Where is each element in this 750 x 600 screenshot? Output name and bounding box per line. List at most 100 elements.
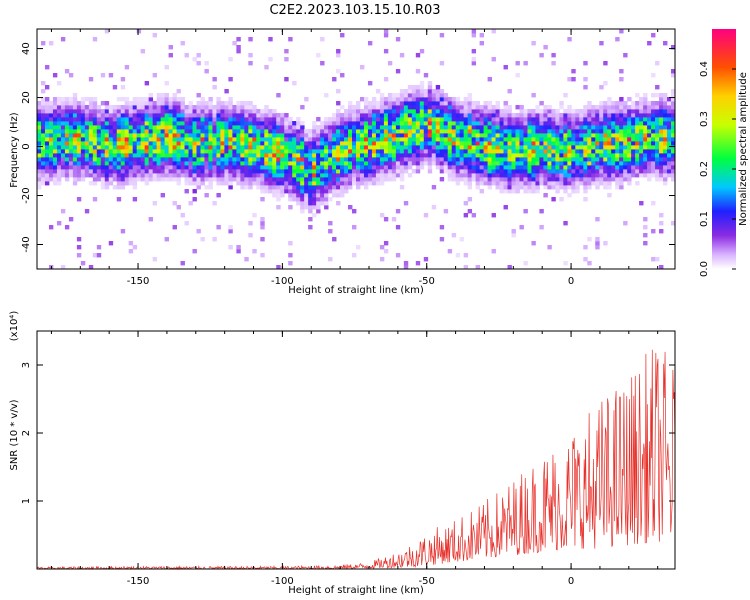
spectrogram-cell [60, 141, 66, 146]
spectrogram-cell [132, 153, 138, 158]
spectrogram-cell [280, 181, 285, 186]
spectrogram-cell [196, 109, 201, 114]
spectrogram-cell [523, 61, 528, 66]
spectrogram-cell [268, 121, 273, 126]
spectrogram-cell [615, 129, 620, 134]
spectrogram-cell [124, 133, 130, 138]
spectrogram-cell [72, 101, 78, 106]
spectrogram-cell [535, 137, 540, 142]
spectrogram-cell [395, 109, 401, 114]
spectrogram-cell [168, 101, 173, 106]
spectrogram-cell [188, 177, 193, 182]
spectrogram-cell [579, 177, 584, 182]
spectrogram-cell [144, 181, 150, 186]
spectrogram-cell [96, 161, 102, 166]
spectrogram-cell [467, 173, 473, 178]
spectrogram-cell [324, 137, 329, 142]
spectrogram-cell [479, 129, 484, 134]
spectrogram-cell [599, 149, 604, 154]
spectrogram-cell [383, 165, 389, 170]
spectrogram-cell [344, 177, 349, 182]
spectrogram-cell [487, 125, 492, 130]
spectrogram-cell [40, 145, 46, 150]
spectrogram-cell [196, 129, 201, 134]
spectrogram-cell [535, 173, 540, 178]
spectrogram-cell [367, 161, 373, 166]
spectrogram-cell [611, 173, 616, 178]
spectrogram-cell [304, 177, 309, 182]
spectrogram-cell [591, 153, 596, 158]
spectrogram-cell [292, 169, 297, 174]
spectrogram-cell [543, 45, 548, 50]
spectrogram-cell [304, 205, 309, 210]
spectrogram-cell [427, 109, 433, 114]
spectrogram-cell [459, 169, 465, 174]
spectrogram-cell [635, 165, 640, 170]
spectrogram-cell [328, 165, 333, 170]
spectrogram-cell [459, 105, 465, 110]
spectrogram-cell [140, 153, 146, 158]
spectrogram-cell [643, 141, 648, 146]
spectrogram-cell [356, 113, 361, 118]
spectrogram-cell [344, 141, 349, 146]
spectrogram-cell [284, 125, 289, 130]
spectrogram-cell [507, 117, 512, 122]
spectrogram-cell [539, 145, 544, 150]
spectrogram-cell [84, 169, 90, 174]
spectrogram-cell [467, 105, 473, 110]
spectrogram-cell [471, 177, 477, 182]
spectrogram-cell [419, 137, 425, 142]
spectrogram-cell [216, 133, 221, 138]
spectrogram-cell [72, 145, 78, 150]
spectrogram-cell [80, 129, 86, 134]
spectrogram-cell [639, 125, 644, 130]
spectrogram-cell [379, 213, 385, 218]
spectrogram-cell [296, 189, 301, 194]
spectrogram-cell [431, 101, 437, 106]
spectrogram-cell [164, 173, 169, 178]
spectrogram-cell [232, 145, 237, 150]
spectrogram-cell [164, 97, 169, 102]
spectrogram-cell [128, 113, 134, 118]
spectrogram-cell [80, 117, 86, 122]
spectrogram-cell [108, 133, 114, 138]
spectrogram-cell [140, 121, 146, 126]
spectrogram-cell [471, 113, 477, 118]
spectrogram-cell [280, 161, 285, 166]
spectrogram-cell [471, 161, 477, 166]
spectrogram-cell [551, 153, 556, 158]
spectrogram-cell [192, 249, 197, 254]
spectrogram-cell [108, 169, 114, 174]
spectrogram-cell [140, 133, 146, 138]
spectrogram-cell [487, 177, 492, 182]
spectrogram-cell [627, 125, 632, 130]
spectrogram-cell [348, 125, 353, 130]
spectrogram-cell [64, 133, 70, 138]
spectrogram-cell [395, 101, 401, 106]
spectrogram-cell [152, 105, 158, 110]
spectrogram-cell [631, 113, 636, 118]
spectrogram-cell [423, 133, 429, 138]
spectrogram-cell [407, 129, 413, 134]
spectrogram-cell [539, 161, 544, 166]
spectrogram-cell [399, 137, 405, 142]
spectrogram-cell [96, 141, 102, 146]
spectrogram-cell [471, 165, 477, 170]
spectrogram-cell [447, 169, 453, 174]
spectrogram-cell [367, 105, 373, 110]
spectrogram-cell [395, 141, 401, 146]
spectrogram-cell [56, 81, 62, 86]
spectrogram-cell [539, 137, 544, 142]
spectrogram-cell [160, 117, 165, 122]
spectrogram-cell [136, 105, 142, 110]
spectrogram-cell [651, 201, 656, 206]
spectrogram-cell [379, 157, 385, 162]
spectrogram-cell [352, 105, 357, 110]
spectrogram-cell [627, 181, 632, 186]
spectrogram-cell [272, 165, 277, 170]
spectrogram-cell [136, 157, 142, 162]
spectrogram-cell [467, 113, 473, 118]
spectrogram-cell [72, 169, 78, 174]
spectrogram-cell [491, 125, 496, 130]
spectrogram-cell [92, 129, 98, 134]
